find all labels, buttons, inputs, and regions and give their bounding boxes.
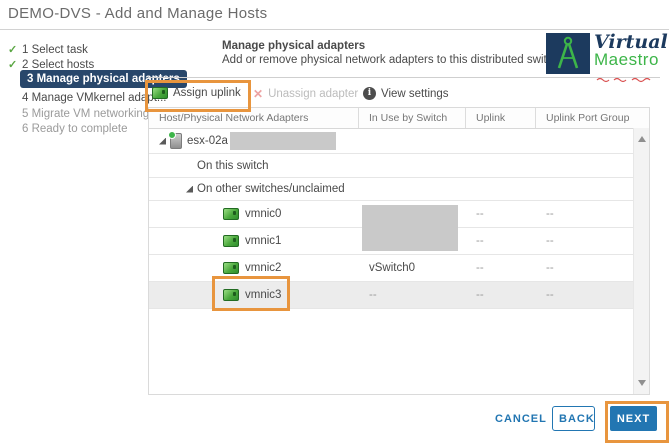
next-button[interactable]: NEXT [610,406,657,431]
host-status-dot [168,131,176,139]
annotation-box-next [605,401,669,443]
wizard-step-label: 4 Manage VMkernel adapt... [22,91,167,104]
logo-tagline-script [596,70,654,88]
adapter-name: vmnic2 [245,262,282,274]
adapter-name: vmnic1 [245,235,282,247]
column-header-port-group[interactable]: Uplink Port Group [546,112,630,124]
page-title: DEMO-DVS - Add and Manage Hosts [8,5,268,22]
section-label: On other switches/unclaimed [197,183,345,195]
table-header-row: Host/Physical Network Adapters In Use by… [149,108,649,129]
uplink-value: -- [476,235,484,247]
content-divider [148,77,660,78]
uplink-port-group-value: -- [546,235,554,247]
annotation-box-vmnic3 [212,276,290,311]
wizard-step-label: 2 Select hosts [22,58,95,71]
table-row-section[interactable]: On this switch [149,154,633,178]
logo-word-maestro: Maestro [594,50,659,69]
adapter-name: vmnic3 [245,289,282,301]
table-row-vmnic2[interactable]: vmnic2 vSwitch0 -- -- [149,255,633,282]
table-row-vmnic3-selected[interactable]: vmnic3 -- -- -- [149,282,633,309]
assign-uplink-button[interactable]: Assign uplink [152,87,241,99]
uplink-port-group-value: -- [546,289,554,301]
in-use-by-switch-value: -- [369,289,377,301]
cancel-button[interactable]: CANCEL [489,412,553,426]
assign-uplink-label: Assign uplink [173,87,241,99]
uplink-value: -- [476,208,484,220]
column-header-adapters[interactable]: Host/Physical Network Adapters [149,108,359,128]
info-icon: i [363,87,376,100]
table-row-vmnic1[interactable]: vmnic1 -- -- [149,228,633,255]
vmnic-icon [223,208,239,220]
adapter-name: vmnic0 [245,208,282,220]
assign-uplink-icon [152,87,168,99]
wizard-step-label: 5 Migrate VM networking [22,107,150,120]
compass-logo-icon [546,33,590,74]
vmnic-icon [223,289,239,301]
check-icon: ✓ [8,44,18,56]
back-button[interactable]: BACK [552,406,595,431]
host-name: esx-02a [187,135,228,147]
content-description: Add or remove physical network adapters … [222,54,563,66]
title-divider [0,29,669,30]
annotation-box-assign-uplink [145,80,251,112]
vmnic-icon [223,262,239,274]
vmnic-icon [223,235,239,247]
collapse-triangle-icon[interactable] [159,137,166,145]
uplink-value: -- [476,289,484,301]
in-use-by-switch-value: vSwitch0 [369,262,416,274]
collapse-triangle-icon[interactable] [186,185,193,193]
section-label: On this switch [197,159,269,172]
scroll-up-icon[interactable] [638,136,646,142]
column-header-uplink[interactable]: Uplink [466,108,536,128]
adapters-table: Host/Physical Network Adapters In Use by… [148,107,650,395]
scroll-down-icon[interactable] [638,380,646,386]
host-icon [168,131,182,149]
redaction-box [229,132,336,150]
unassign-adapter-label: Unassign adapter [268,88,359,100]
column-header-switch[interactable]: In Use by Switch [359,108,466,128]
table-row-host[interactable]: esx-02a [149,129,633,154]
vertical-scrollbar[interactable] [633,128,649,394]
redaction-box [362,205,458,251]
wizard-step-label: 6 Ready to complete [22,122,128,135]
view-settings-label: View settings [381,87,449,100]
unassign-adapter-button[interactable]: ✕ Unassign adapter [253,87,358,101]
table-row-section[interactable]: On other switches/unclaimed [149,178,633,201]
uplink-value: -- [476,262,484,274]
unassign-x-icon: ✕ [253,87,264,101]
check-icon: ✓ [8,59,18,71]
uplink-port-group-value: -- [546,208,554,220]
logo-word-virtual: Virtual [594,31,668,53]
wizard-step-label: 1 Select task [22,43,88,56]
content-heading: Manage physical adapters [222,40,366,52]
view-settings-button[interactable]: i View settings [363,87,449,100]
uplink-port-group-value: -- [546,262,554,274]
